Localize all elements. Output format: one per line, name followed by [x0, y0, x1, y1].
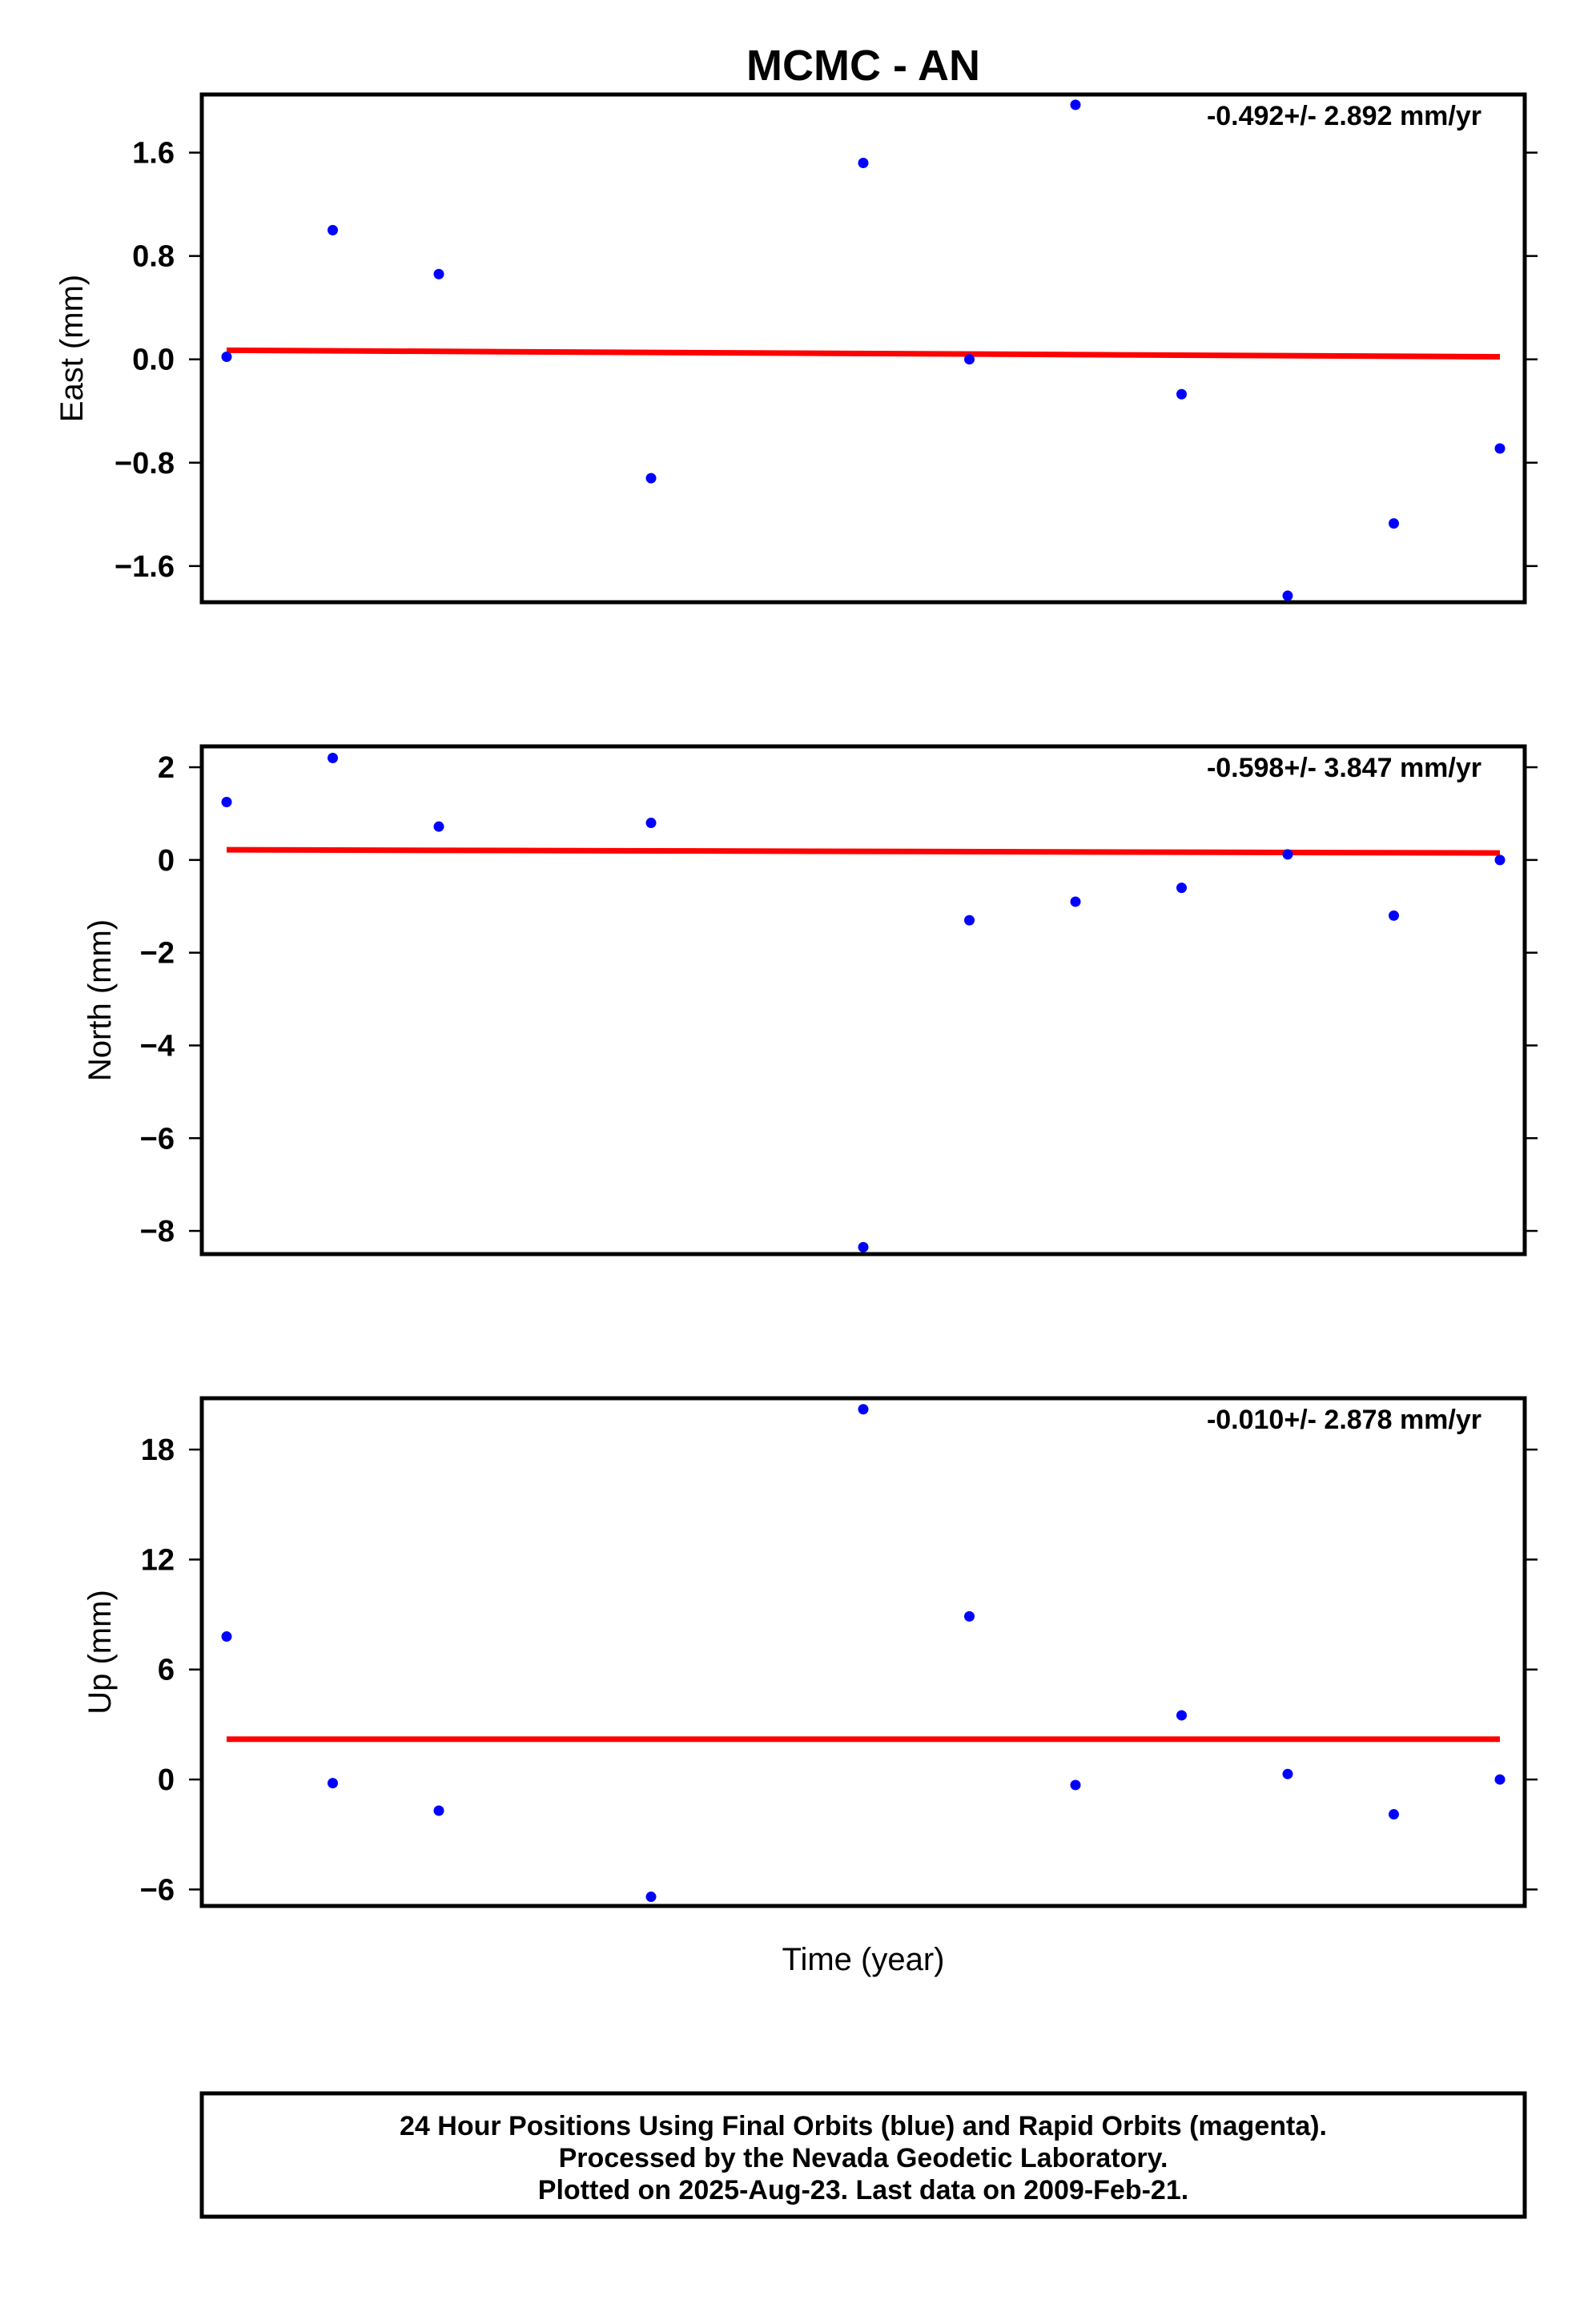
up-ytick-label: 12	[141, 1543, 175, 1577]
east-data-point	[1282, 590, 1293, 601]
up-ytick-label: 18	[141, 1433, 175, 1467]
east-data-point	[1494, 443, 1506, 454]
footer-box: 24 Hour Positions Using Final Orbits (bl…	[199, 2091, 1527, 2219]
east-trend-line	[226, 347, 1501, 360]
east-rate-label: -0.492+/- 2.892 mm/yr	[1207, 101, 1481, 131]
up-plot-frame	[199, 1396, 1527, 1908]
north-ytick-label: 2	[158, 751, 175, 785]
up-data-point	[645, 1892, 657, 1903]
footer-line-2: Processed by the Nevada Geodetic Laborat…	[559, 2143, 1168, 2173]
up-y-axis-label: Up (mm)	[82, 1590, 118, 1715]
up-ytick-label: 0	[158, 1763, 175, 1797]
north-data-point	[964, 915, 975, 926]
up-data-point	[1389, 1809, 1399, 1820]
north-data-point	[1389, 910, 1399, 921]
up-data-point	[964, 1610, 975, 1622]
east-plot-frame	[199, 92, 1527, 605]
up-ytick-label: 6	[158, 1654, 175, 1687]
east-data-point	[328, 224, 338, 235]
north-rate-label: -0.598+/- 3.847 mm/yr	[1207, 753, 1481, 783]
panel-east: 1.6 0.8 0.0 −0.8 −1.6 East (mm) -0.492+/- 2.89…	[54, 92, 1538, 605]
up-rate-label: -0.010+/- 2.878 mm/yr	[1207, 1405, 1481, 1435]
north-data-point	[1070, 896, 1081, 907]
east-data-point	[1389, 518, 1399, 529]
north-y-axis-label: North (mm)	[82, 919, 118, 1081]
east-data-point	[964, 354, 975, 365]
up-data-point	[1070, 1779, 1081, 1791]
up-data-point	[433, 1805, 444, 1816]
up-data-point	[1282, 1768, 1293, 1779]
north-data-point	[1282, 849, 1293, 860]
north-data-point	[1494, 854, 1506, 866]
east-ytick-label: 1.6	[132, 137, 175, 171]
north-data-point	[858, 1241, 869, 1252]
east-ytick-label: 0.0	[132, 344, 175, 377]
east-data-point	[1070, 99, 1081, 111]
north-ytick-label: −8	[140, 1215, 175, 1248]
north-plot-frame	[199, 744, 1527, 1256]
east-data-point	[858, 158, 869, 169]
north-trend-line	[226, 846, 1501, 856]
footer-line-1: 24 Hour Positions Using Final Orbits (bl…	[400, 2111, 1327, 2141]
east-ytick-label: 0.8	[132, 240, 175, 274]
up-ytick-label: −6	[140, 1873, 175, 1907]
east-ytick-label: −1.6	[115, 550, 175, 584]
east-ytick-label: −0.8	[115, 447, 175, 480]
east-data-point	[645, 472, 657, 484]
x-axis-label: Time (year)	[782, 1942, 945, 1977]
north-data-point	[221, 796, 232, 807]
north-data-point	[328, 752, 338, 763]
east-data-point	[433, 268, 444, 279]
footer-frame	[199, 2091, 1527, 2219]
north-ytick-label: −4	[140, 1029, 175, 1063]
footer-line-3: Plotted on 2025-Aug-23. Last data on 200…	[538, 2175, 1188, 2205]
east-y-axis-label: East (mm)	[54, 275, 90, 422]
chart-title: MCMC - AN	[746, 42, 980, 90]
panels: 1.6 0.8 0.0 −0.8 −1.6 East (mm) -0.492+/- 2.89…	[54, 92, 1538, 1908]
up-data-point	[858, 1404, 869, 1415]
north-data-point	[645, 818, 657, 829]
panel-north: 2 0 −2 −4 −6 −8 North (mm) -0.598+/- 3.847 mm/y…	[82, 744, 1538, 1256]
east-data-point	[221, 351, 232, 362]
north-data-point	[433, 821, 444, 832]
up-data-point	[1494, 1774, 1506, 1785]
north-ytick-label: −2	[140, 937, 175, 971]
north-ytick-label: 0	[158, 844, 175, 878]
east-data-point	[1176, 388, 1187, 400]
panel-up: 18 12 6 0 −6 Up (mm) -0.010+/- 2.878 mm/yr	[82, 1396, 1538, 1908]
north-ytick-label: −6	[140, 1122, 175, 1156]
north-data-point	[1176, 883, 1187, 894]
up-data-point	[1176, 1710, 1187, 1721]
up-data-point	[221, 1631, 232, 1642]
up-data-point	[328, 1778, 338, 1789]
